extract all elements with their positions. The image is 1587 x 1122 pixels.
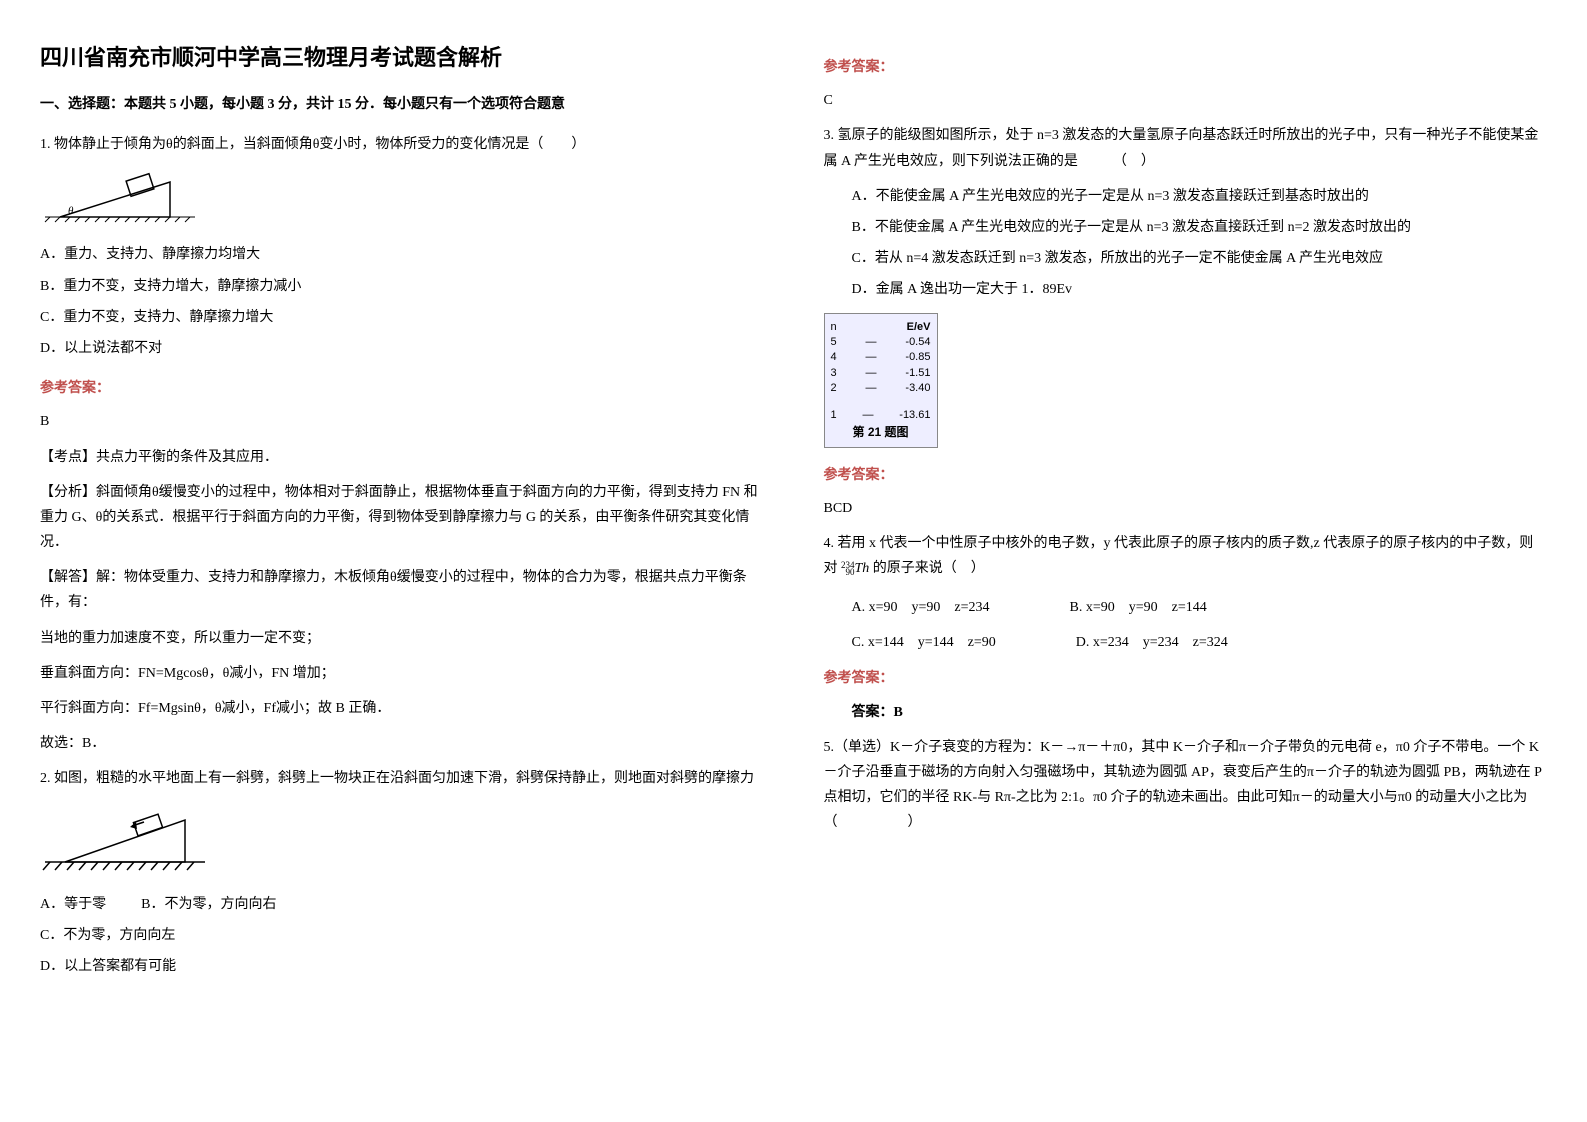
q2-diagram bbox=[40, 802, 764, 882]
q1-stem: 1. 物体静止于倾角为θ的斜面上，当斜面倾角θ变小时，物体所受力的变化情况是（ … bbox=[40, 132, 764, 157]
q1-exp7: 故选：B． bbox=[40, 731, 764, 756]
q1-exp3: 【解答】解：物体受重力、支持力和静摩擦力，木板倾角θ缓慢变小的过程中，物体的合力… bbox=[40, 565, 764, 615]
q4-optB: B. x=90 y=90 z=144 bbox=[1070, 596, 1207, 616]
q3-ans-label: 参考答案： bbox=[824, 463, 1548, 488]
q2-optC: C．不为零，方向向左 bbox=[40, 923, 764, 948]
q4-row1: A. x=90 y=90 z=234 B. x=90 y=90 z=144 bbox=[824, 596, 1548, 616]
q4-row2: C. x=144 y=144 z=90 D. x=234 y=234 z=324 bbox=[824, 631, 1548, 651]
energy-caption: 第 21 题图 bbox=[831, 424, 931, 441]
e1n: 1 bbox=[831, 408, 837, 423]
q3-optB: B．不能使金属 A 产生光电效应的光子一定是从 n=3 激发态直接跃迁到 n=2… bbox=[824, 215, 1548, 240]
q1-options: A．重力、支持力、静摩擦力均增大 B．重力不变，支持力增大，静摩擦力减小 C．重… bbox=[40, 242, 764, 361]
q3-optA: A．不能使金属 A 产生光电效应的光子一定是从 n=3 激发态直接跃迁到基态时放… bbox=[824, 184, 1548, 209]
q4-optD: D. x=234 y=234 z=324 bbox=[1076, 631, 1228, 651]
q3-options: A．不能使金属 A 产生光电效应的光子一定是从 n=3 激发态直接跃迁到基态时放… bbox=[824, 184, 1548, 303]
q3-optC: C．若从 n=4 激发态跃迁到 n=3 激发态，所放出的光子一定不能使金属 A … bbox=[824, 246, 1548, 271]
e3e: -1.51 bbox=[905, 366, 930, 381]
e5e: -0.54 bbox=[905, 335, 930, 350]
e1e: -13.61 bbox=[899, 408, 930, 423]
q3-stem: 3. 氢原子的能级图如图所示，处于 n=3 激发态的大量氢原子向基态跃迁时所放出… bbox=[824, 123, 1548, 173]
q4-stem-b: 的原子来说（ ） bbox=[873, 561, 985, 576]
q4-stem: 4. 若用 x 代表一个中性原子中核外的电子数，y 代表此原子的原子核内的质子数… bbox=[824, 531, 1548, 581]
q1-exp6: 平行斜面方向：Ff=Mgsinθ，θ减小，Ff减小；故 B 正确． bbox=[40, 696, 764, 721]
page-title: 四川省南充市顺河中学高三物理月考试题含解析 bbox=[40, 40, 764, 72]
q2-ans: C bbox=[824, 88, 1548, 113]
svg-text:θ: θ bbox=[68, 205, 74, 217]
q1-ans: B bbox=[40, 409, 764, 434]
q2-optD: D．以上答案都有可能 bbox=[40, 954, 764, 979]
q2-stem: 2. 如图，粗糙的水平地面上有一斜劈，斜劈上一物块正在沿斜面匀加速下滑，斜劈保持… bbox=[40, 766, 764, 791]
q3-optD: D．金属 A 逸出功一定大于 1．89Ev bbox=[824, 277, 1548, 302]
e3n: 3 bbox=[831, 366, 837, 381]
q1-optB: B．重力不变，支持力增大，静摩擦力减小 bbox=[40, 274, 764, 299]
q2-ans-label: 参考答案： bbox=[824, 55, 1548, 80]
q1-exp1: 【考点】共点力平衡的条件及其应用． bbox=[40, 445, 764, 470]
q2-optA: A．等于零 bbox=[40, 897, 106, 912]
left-column: 四川省南充市顺河中学高三物理月考试题含解析 一、选择题：本题共 5 小题，每小题… bbox=[40, 40, 764, 985]
q1-exp5: 垂直斜面方向：FN=Mgcosθ，θ减小，FN 增加； bbox=[40, 661, 764, 686]
e4e: -0.85 bbox=[905, 350, 930, 365]
e2n: 2 bbox=[831, 381, 837, 396]
q1-exp4: 当地的重力加速度不变，所以重力一定不变； bbox=[40, 626, 764, 651]
e4n: 4 bbox=[831, 350, 837, 365]
q4-optC: C. x=144 y=144 z=90 bbox=[852, 631, 996, 651]
right-column: 参考答案： C 3. 氢原子的能级图如图所示，处于 n=3 激发态的大量氢原子向… bbox=[824, 40, 1548, 985]
isotope: 234 90 bbox=[841, 561, 855, 577]
q1-optC: C．重力不变，支持力、静摩擦力增大 bbox=[40, 305, 764, 330]
q1-ans-label: 参考答案： bbox=[40, 376, 764, 401]
q2-optB: B．不为零，方向向右 bbox=[141, 897, 276, 912]
iso-sym: Th bbox=[855, 561, 870, 576]
q4-ans: 答案：B bbox=[824, 700, 1548, 725]
q1-optA: A．重力、支持力、静摩擦力均增大 bbox=[40, 242, 764, 267]
q1-diagram: θ bbox=[40, 167, 764, 232]
q5-stem: 5.（单选）K－介子衰变的方程为：K－→π－＋π0，其中 K－介子和π－介子带负… bbox=[824, 735, 1548, 836]
q4-optA: A. x=90 y=90 z=234 bbox=[852, 596, 990, 616]
q1-optD: D．以上说法都不对 bbox=[40, 336, 764, 361]
q2-options: A．等于零 B．不为零，方向向右 C．不为零，方向向左 D．以上答案都有可能 bbox=[40, 892, 764, 980]
q4-ans-label: 参考答案： bbox=[824, 666, 1548, 691]
eh-n: n bbox=[831, 320, 837, 335]
section-header: 一、选择题：本题共 5 小题，每小题 3 分，共计 15 分．每小题只有一个选项… bbox=[40, 92, 764, 117]
energy-level-diagram: nE/eV 5—-0.54 4—-0.85 3—-1.51 2—-3.40 1—… bbox=[824, 313, 938, 448]
e2e: -3.40 bbox=[905, 381, 930, 396]
q3-ans: BCD bbox=[824, 496, 1548, 521]
q2-optAB: A．等于零 B．不为零，方向向右 bbox=[40, 892, 764, 917]
q1-exp2: 【分析】斜面倾角θ缓慢变小的过程中，物体相对于斜面静止，根据物体垂直于斜面方向的… bbox=[40, 480, 764, 556]
e5n: 5 bbox=[831, 335, 837, 350]
eh-e: E/eV bbox=[907, 320, 931, 335]
